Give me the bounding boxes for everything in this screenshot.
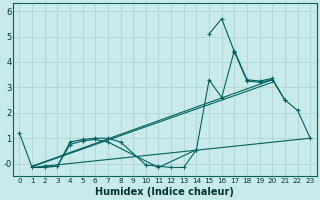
X-axis label: Humidex (Indice chaleur): Humidex (Indice chaleur) — [95, 187, 234, 197]
